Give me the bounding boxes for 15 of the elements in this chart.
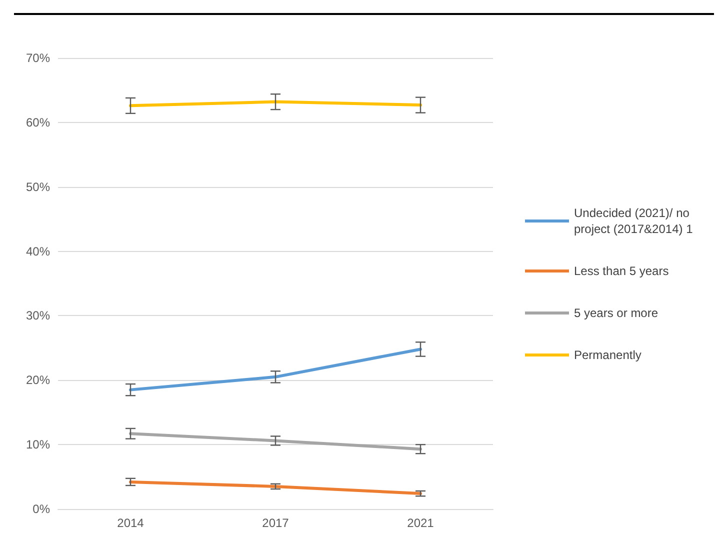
y-tick-label: 30% xyxy=(26,308,50,323)
x-tick-label: 2014 xyxy=(117,516,144,530)
y-tick-label: 0% xyxy=(32,502,50,516)
y-tick-label: 70% xyxy=(26,51,50,65)
legend-label: 5 years or more xyxy=(574,306,658,320)
y-tick-label: 60% xyxy=(26,115,50,130)
legend-label: Permanently xyxy=(574,348,642,362)
y-tick-label: 40% xyxy=(26,244,50,258)
x-tick-label: 2021 xyxy=(407,516,434,530)
y-tick-label: 50% xyxy=(26,180,50,194)
x-tick-label: 2017 xyxy=(262,516,290,530)
legend-label: Less than 5 years xyxy=(574,264,669,278)
y-tick-label: 10% xyxy=(26,438,50,452)
legend-label: Undecided (2021)/ no project (2017&2014) 1 xyxy=(574,206,694,236)
y-tick-label: 20% xyxy=(26,373,50,388)
